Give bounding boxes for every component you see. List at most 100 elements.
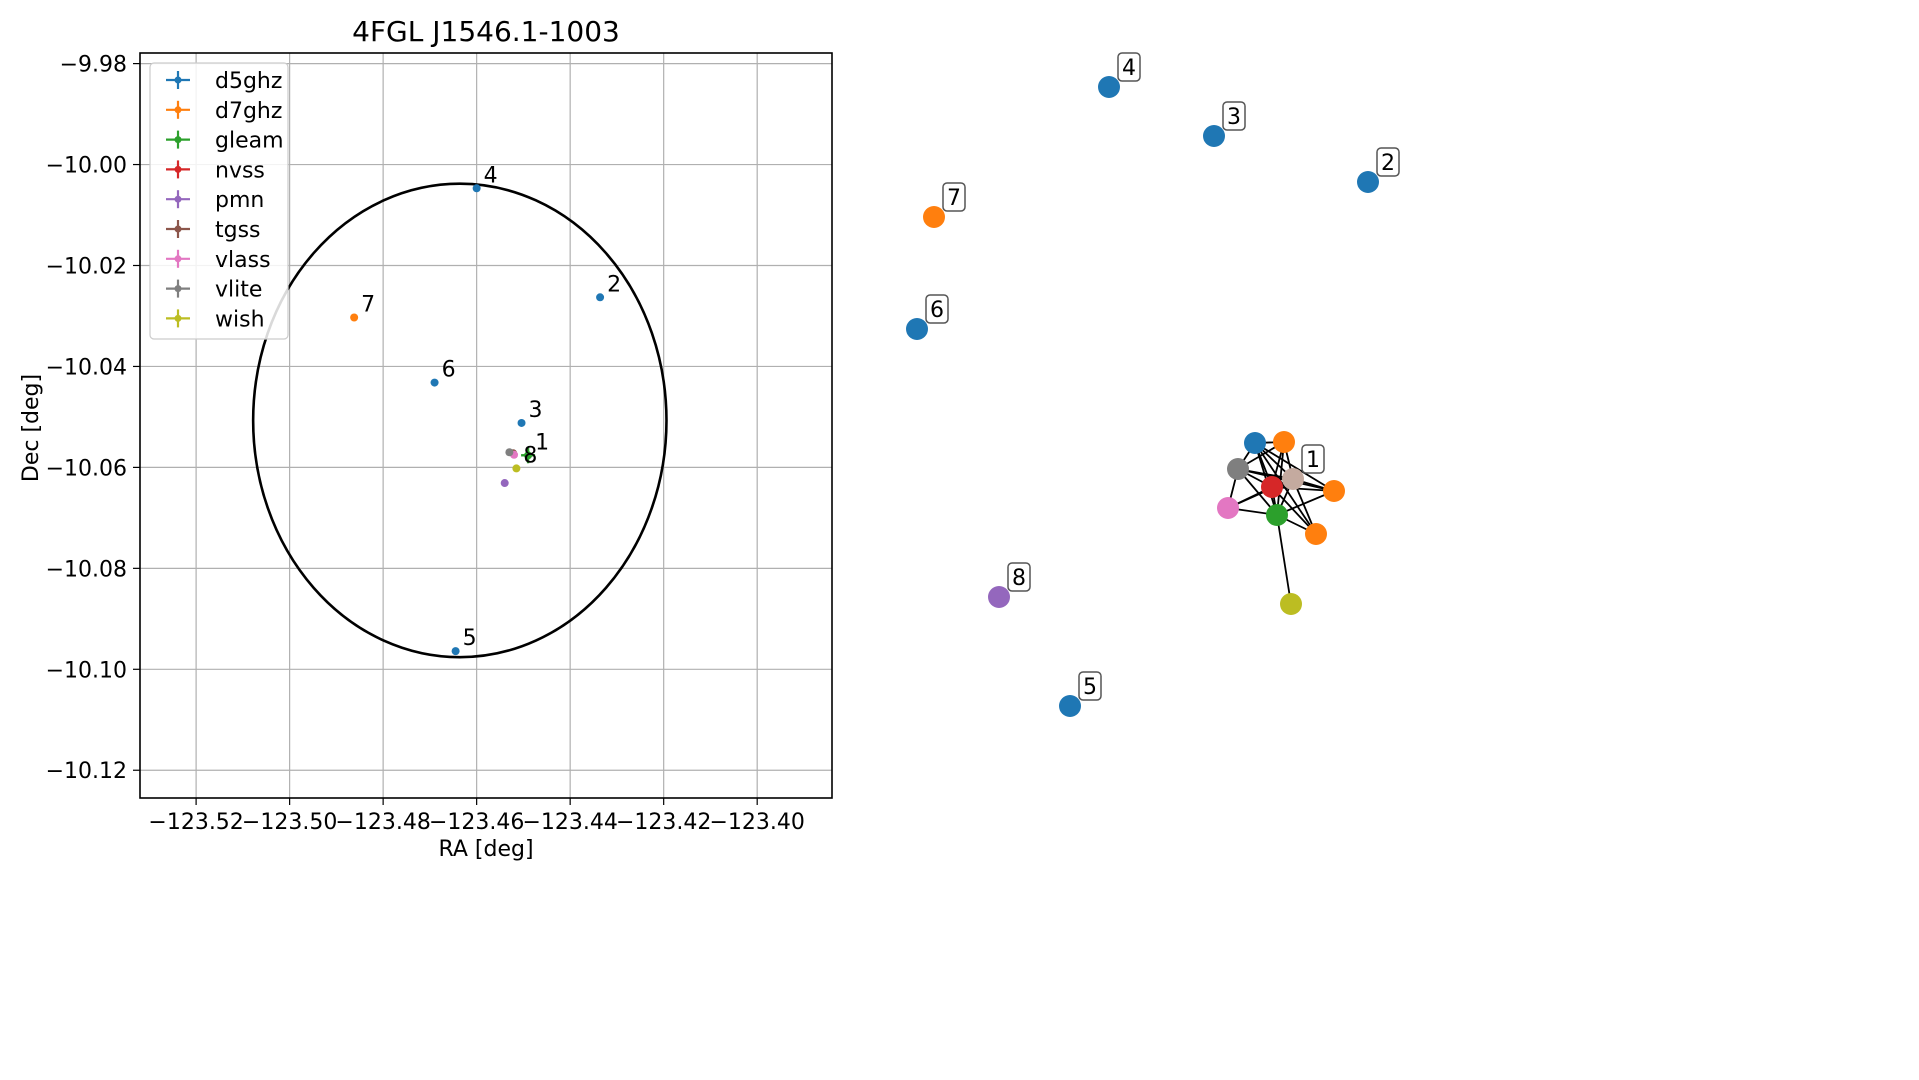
point-label-2: 2	[607, 272, 621, 297]
point-d5ghz	[451, 647, 460, 656]
point-label-8: 8	[523, 443, 537, 468]
node-label-box	[942, 182, 966, 212]
point-d5ghz	[596, 293, 605, 302]
network-node	[1059, 695, 1081, 717]
legend-marker-dot	[174, 106, 182, 114]
y-axis-ticks: −9.98 −10.00 −10.02 −10.04 −10.06 −10.08 −10.1…	[46, 53, 140, 784]
legend-entry-pmn: pmn	[215, 188, 264, 213]
legend-marker-dot	[174, 76, 182, 84]
x-tick-label: −123.44	[522, 810, 617, 835]
network-node	[988, 586, 1010, 608]
point-label-6: 6	[442, 358, 456, 383]
node-label-box	[1007, 562, 1031, 592]
network-node	[1203, 125, 1225, 147]
network-node	[1323, 480, 1345, 502]
legend-entry-vlite: vlite	[215, 278, 262, 303]
y-tick-label: −10.08	[46, 557, 127, 582]
y-axis-label: Dec [deg]	[19, 374, 44, 482]
y-tick-label: −10.02	[46, 254, 127, 279]
legend-entry-tgss: tgss	[215, 218, 261, 243]
node-label-box	[1117, 52, 1141, 82]
x-tick-label: −123.42	[616, 810, 711, 835]
legend-marker-dot	[174, 136, 182, 144]
network-node	[1098, 76, 1120, 98]
node-label-2: 2	[1381, 151, 1395, 176]
node-label-1: 1	[1306, 448, 1320, 473]
x-tick-label: −123.52	[148, 810, 243, 835]
legend-entry-wish: wish	[215, 307, 265, 332]
network-node	[1217, 497, 1239, 519]
x-tick-label: −123.50	[242, 810, 337, 835]
network-node	[1282, 468, 1304, 490]
legend-marker-dot	[174, 165, 182, 173]
point-pmn	[500, 479, 509, 488]
point-label-4: 4	[484, 163, 498, 188]
point-label-1: 1	[535, 430, 549, 455]
legend-marker-dot	[174, 285, 182, 293]
legend-marker-dot	[174, 225, 182, 233]
network-edge	[1276, 514, 1292, 605]
x-tick-label: −123.40	[709, 810, 804, 835]
legend-marker-dot	[174, 195, 182, 203]
y-tick-label: −10.04	[46, 355, 127, 380]
point-d5ghz	[472, 184, 481, 193]
legend-box	[149, 62, 289, 340]
y-tick-label: −10.00	[46, 154, 127, 179]
node-label-5: 5	[1083, 675, 1097, 700]
x-axis-ticks: −123.52−123.50−123.48−123.46−123.44−123.…	[148, 798, 805, 835]
network-graph: 4 3 2 7 6 8 5 1	[906, 52, 1400, 717]
node-label-box	[925, 294, 949, 324]
network-node	[1261, 476, 1283, 498]
node-label-4: 4	[1122, 56, 1136, 81]
point-gleam	[524, 451, 533, 460]
point-label-5: 5	[463, 626, 477, 651]
network-node	[1357, 171, 1379, 193]
point-label-7: 7	[361, 292, 375, 317]
network-node	[906, 318, 928, 340]
y-tick-label: −9.98	[60, 53, 127, 78]
legend-marker-dot	[174, 314, 182, 322]
y-tick-label: −10.06	[46, 456, 127, 481]
data-points: 2 3 4 5 6 7 18	[350, 163, 621, 656]
chart-title: 4FGL J1546.1-1003	[352, 15, 620, 48]
legend-entry-d5ghz: d5ghz	[215, 69, 282, 94]
network-nodes: 4 3 2 7 6 8 5 1	[906, 52, 1400, 717]
node-label-6: 6	[930, 298, 944, 323]
node-label-box	[1078, 671, 1102, 701]
node-label-3: 3	[1227, 105, 1241, 130]
node-label-8: 8	[1012, 566, 1026, 591]
uncertainty-ellipse-group	[251, 182, 668, 659]
legend-entry-vlass: vlass	[215, 248, 271, 273]
y-tick-label: −10.12	[46, 759, 127, 784]
plot-frame	[139, 52, 833, 799]
point-label-3: 3	[529, 398, 543, 423]
y-tick-label: −10.10	[46, 658, 127, 683]
legend: d5ghz d7ghz gleam nvss pmn tgss vlass vlite wish	[149, 62, 289, 340]
network-node	[1280, 593, 1302, 615]
x-axis-label: RA [deg]	[438, 837, 533, 862]
node-label-box	[1222, 101, 1246, 131]
legend-marker-dot	[174, 255, 182, 263]
point-d5ghz	[430, 378, 439, 387]
node-label-box	[1301, 444, 1325, 474]
node-label-box	[1376, 147, 1400, 177]
x-tick-label: −123.48	[335, 810, 430, 835]
network-node	[1266, 504, 1288, 526]
point-wish	[512, 464, 521, 473]
point-d7ghz	[350, 313, 359, 322]
network-node	[1227, 458, 1249, 480]
point-d5ghz	[517, 418, 526, 427]
network-node	[1244, 432, 1266, 454]
legend-entry-nvss: nvss	[215, 158, 265, 183]
network-node	[1305, 523, 1327, 545]
point-vlite	[505, 448, 514, 457]
legend-entry-d7ghz: d7ghz	[215, 99, 282, 124]
uncertainty-ellipse	[251, 182, 668, 659]
x-tick-label: −123.46	[429, 810, 524, 835]
network-node	[923, 206, 945, 228]
network-node	[1273, 431, 1295, 453]
node-label-7: 7	[947, 186, 961, 211]
